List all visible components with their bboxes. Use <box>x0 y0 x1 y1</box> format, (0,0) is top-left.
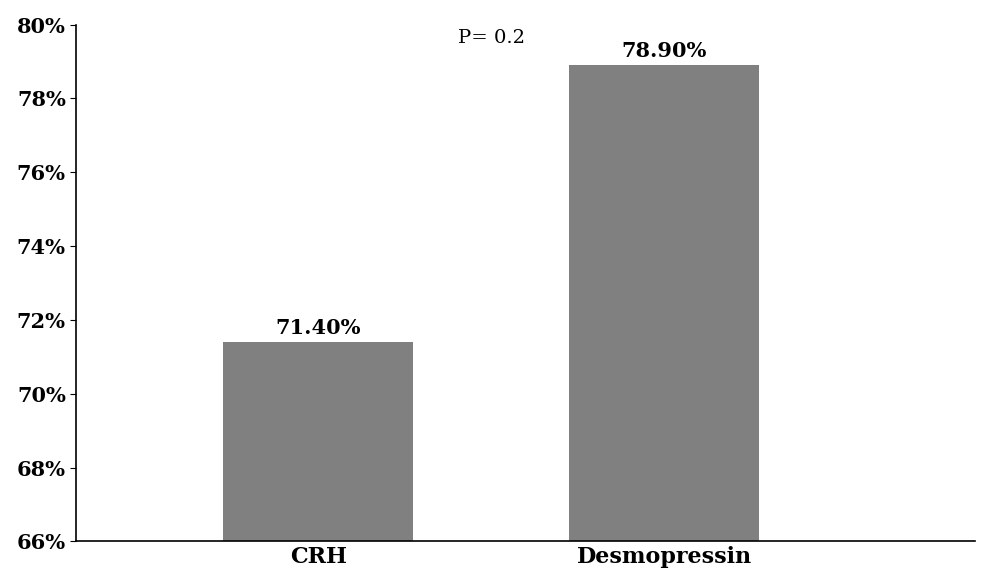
Text: 78.90%: 78.90% <box>621 41 706 61</box>
Bar <box>223 342 414 585</box>
Text: 71.40%: 71.40% <box>276 318 361 338</box>
Bar <box>569 66 759 585</box>
Text: P= 0.2: P= 0.2 <box>457 29 525 47</box>
